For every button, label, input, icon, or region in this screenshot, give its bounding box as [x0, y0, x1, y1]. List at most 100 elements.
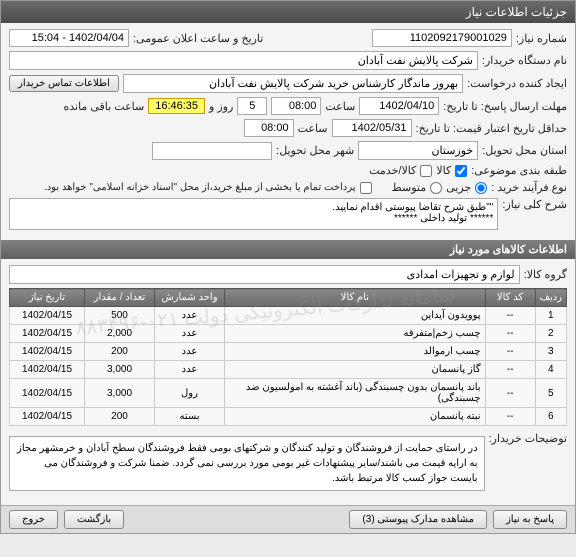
proc-med-radio[interactable] [430, 182, 442, 194]
table-cell: -- [485, 325, 535, 343]
buyer-notes-box: در راستای حمایت از فروشندگان و تولید کنن… [9, 436, 485, 491]
table-cell: چسب زخم|متفرقه [225, 325, 486, 343]
province-field: خوزستان [358, 141, 478, 160]
col-row: ردیف [535, 289, 566, 307]
deadline-label: مهلت ارسال پاسخ: تا تاریخ: [443, 100, 567, 113]
table-row[interactable]: 3--چسب ارموالدعدد2001402/04/15 [10, 343, 567, 361]
form-area: شماره نیاز: 1102092179001029 تاریخ و ساع… [1, 23, 575, 240]
buyer-field: شرکت پالایش نفت آبادان [9, 51, 478, 70]
col-code: کد کالا [485, 289, 535, 307]
table-cell: 5 [535, 379, 566, 408]
table-cell: عدد [155, 307, 225, 325]
service-checkbox[interactable] [420, 165, 432, 177]
creator-field: بهروز ماندگار کارشناس خرید شرکت پالایش ن… [123, 74, 463, 93]
table-cell: رول [155, 379, 225, 408]
class-service-label: کالا/خدمت [369, 164, 416, 177]
table-cell: -- [485, 379, 535, 408]
validity-date-field: 1402/05/31 [332, 119, 412, 137]
table-cell: عدد [155, 361, 225, 379]
desc-textarea[interactable]: ""طبق شرح تقاضا پیوستی اقدام نمایید. ***… [9, 198, 498, 230]
titlebar: جزئیات اطلاعات نیاز [1, 1, 575, 23]
table-cell: 4 [535, 361, 566, 379]
table-cell: 1402/04/15 [10, 361, 85, 379]
table-cell: 3,000 [85, 361, 155, 379]
creator-label: ایجاد کننده درخواست: [467, 77, 567, 90]
table-cell: 1402/04/15 [10, 343, 85, 361]
deadline-date-field: 1402/04/10 [359, 97, 439, 115]
col-name: نام کالا [225, 289, 486, 307]
table-row[interactable]: 4--گاز پانسمانعدد3,0001402/04/15 [10, 361, 567, 379]
table-row[interactable]: 6--نبته پانسمانبسته2001402/04/15 [10, 408, 567, 426]
table-cell: گاز پانسمان [225, 361, 486, 379]
buyer-notes-label: توضیحات خریدار: [489, 432, 567, 445]
goods-section-header: اطلاعات کالاهای مورد نیاز [1, 240, 575, 259]
proc-small-radio[interactable] [475, 182, 487, 194]
timer-box: 16:46:35 [148, 98, 205, 114]
desc-label: شرح کلی نیاز: [502, 198, 567, 211]
days-field: 5 [237, 97, 267, 115]
table-cell: 1402/04/15 [10, 307, 85, 325]
back-button[interactable]: بازگشت [64, 510, 124, 529]
table-cell: نبته پانسمان [225, 408, 486, 426]
goods-table: ردیف کد کالا نام کالا واحد شمارش تعداد /… [9, 288, 567, 426]
table-row[interactable]: 2--چسب زخم|متفرقهعدد2,0001402/04/15 [10, 325, 567, 343]
validity-label: حداقل تاریخ اعتبار قیمت: تا تاریخ: [416, 122, 567, 135]
pay-checkbox[interactable] [360, 182, 372, 194]
table-row[interactable]: 1--پوویدون آیداینعدد5001402/04/15 [10, 307, 567, 325]
table-cell: عدد [155, 343, 225, 361]
table-cell: 3,000 [85, 379, 155, 408]
announce-label: تاریخ و ساعت اعلان عمومی: [133, 32, 263, 45]
table-cell: پوویدون آیداین [225, 307, 486, 325]
table-header-row: ردیف کد کالا نام کالا واحد شمارش تعداد /… [10, 289, 567, 307]
buyer-label: نام دستگاه خریدار: [482, 54, 567, 67]
footer: پاسخ به نیاز مشاهده مدارک پیوستی (3) باز… [1, 505, 575, 533]
announce-field: 1402/04/04 - 15:04 [9, 29, 129, 47]
reply-button[interactable]: پاسخ به نیاز [493, 510, 567, 529]
table-cell: عدد [155, 325, 225, 343]
table-cell: 1402/04/15 [10, 408, 85, 426]
group-label: گروه کالا: [524, 268, 567, 281]
table-cell: 200 [85, 408, 155, 426]
province-label: استان محل تحویل: [482, 144, 567, 157]
attachments-button[interactable]: مشاهده مدارک پیوستی (3) [349, 510, 487, 529]
window: جزئیات اطلاعات نیاز شماره نیاز: 11020921… [0, 0, 576, 534]
process-label: نوع فرآیند خرید : [491, 181, 567, 194]
table-cell: 3 [535, 343, 566, 361]
table-cell: 2,000 [85, 325, 155, 343]
table-cell: 1402/04/15 [10, 325, 85, 343]
window-title: جزئیات اطلاعات نیاز [466, 5, 567, 19]
col-date: تاریخ نیاز [10, 289, 85, 307]
proc-small-label: جزیی [446, 181, 471, 194]
table-cell: 1402/04/15 [10, 379, 85, 408]
table-cell: 6 [535, 408, 566, 426]
validity-time-field: 08:00 [244, 119, 294, 137]
pay-note-label: پرداخت تمام یا بخشی از مبلغ خرید،از محل … [44, 182, 356, 193]
table-cell: -- [485, 307, 535, 325]
class-goods-label: کالا [436, 164, 451, 177]
table-row[interactable]: 5--باند پانسمان بدون چسبندگی (باند آغشته… [10, 379, 567, 408]
deadline-time-field: 08:00 [271, 97, 321, 115]
need-no-field: 1102092179001029 [372, 29, 512, 47]
days-suffix: روز و [209, 100, 233, 113]
exit-button[interactable]: خروج [9, 510, 58, 529]
table-cell: -- [485, 343, 535, 361]
table-cell: 2 [535, 325, 566, 343]
goods-checkbox[interactable] [455, 165, 467, 177]
group-field: لوازم و تجهیزات امدادی [9, 265, 520, 284]
table-cell: -- [485, 408, 535, 426]
contact-button[interactable]: اطلاعات تماس خریدار [9, 75, 119, 92]
col-unit: واحد شمارش [155, 289, 225, 307]
table-cell: 200 [85, 343, 155, 361]
timer-suffix: ساعت باقی مانده [63, 100, 144, 113]
table-cell: چسب ارموالد [225, 343, 486, 361]
city-field [152, 142, 272, 160]
table-cell: 1 [535, 307, 566, 325]
col-qty: تعداد / مقدار [85, 289, 155, 307]
need-no-label: شماره نیاز: [516, 32, 567, 45]
table-cell: باند پانسمان بدون چسبندگی (باند آغشته به… [225, 379, 486, 408]
table-cell: 500 [85, 307, 155, 325]
city-label: شهر محل تحویل: [276, 144, 354, 157]
proc-med-label: متوسط [392, 181, 427, 194]
table-cell: -- [485, 361, 535, 379]
table-cell: بسته [155, 408, 225, 426]
